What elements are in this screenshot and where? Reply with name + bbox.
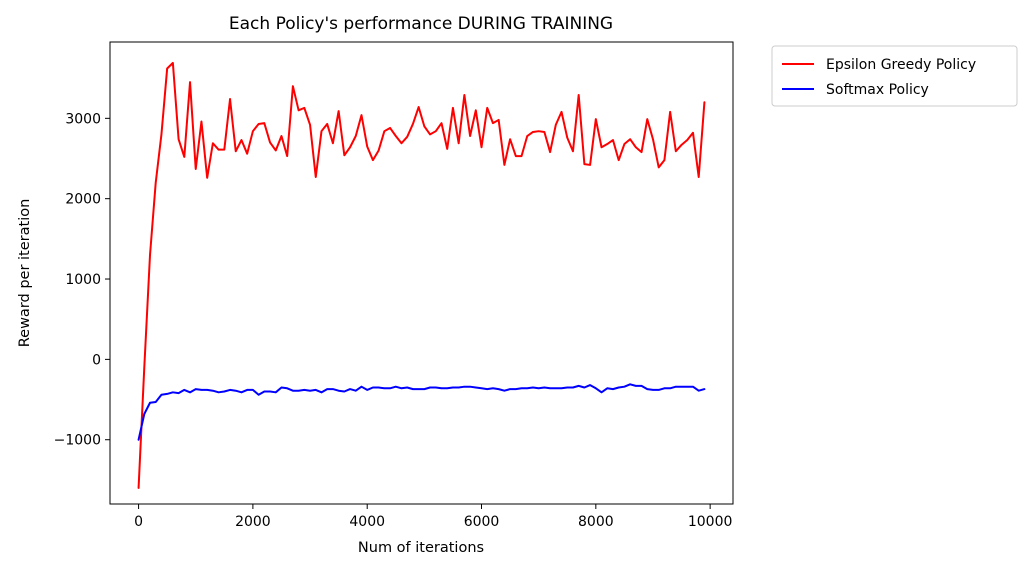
x-tick-label: 8000 [578, 514, 614, 530]
legend-box [771, 45, 1018, 107]
y-tick-label: −1000 [54, 433, 101, 449]
series-layer [137, 61, 706, 489]
axes-frame [109, 41, 734, 505]
y-tick-label: 1000 [65, 272, 101, 288]
x-tick-label: 10000 [688, 514, 733, 530]
x-tick-label: 4000 [349, 514, 385, 530]
y-tick-label: 0 [92, 352, 101, 368]
y-tick-label: 2000 [65, 192, 101, 208]
plot-area: 0 2000 4000 6000 8000 10000 −1000 0 1000 2000 300… [54, 41, 734, 530]
x-axis: 0 2000 4000 6000 8000 10000 [134, 504, 732, 530]
y-tick-label: 3000 [65, 111, 101, 127]
x-tick-label: 6000 [464, 514, 500, 530]
y-axis: −1000 0 1000 2000 3000 [54, 111, 110, 449]
legend-label-epsilon-greedy: Epsilon Greedy Policy [826, 57, 976, 73]
y-axis-label: Reward per iteration [17, 199, 33, 348]
series-line-0 [137, 61, 706, 489]
legend: Epsilon Greedy Policy Softmax Policy [771, 45, 1018, 107]
series-line-1 [137, 383, 706, 441]
x-tick-label: 2000 [235, 514, 271, 530]
chart-title: Each Policy's performance DURING TRAININ… [229, 14, 613, 34]
x-axis-label: Num of iterations [358, 540, 484, 556]
legend-label-softmax: Softmax Policy [826, 82, 929, 98]
x-tick-label: 0 [134, 514, 143, 530]
